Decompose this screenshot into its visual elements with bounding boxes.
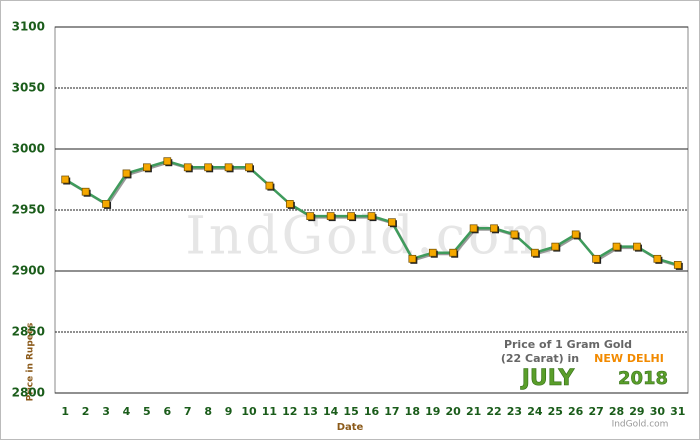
marker	[510, 230, 519, 239]
marker	[653, 254, 662, 263]
y-tick-label: 3000	[12, 142, 45, 156]
marker	[490, 224, 498, 233]
marker	[367, 212, 376, 220]
x-tick-label: 8	[204, 405, 212, 418]
y-tick-label: 3100	[12, 20, 45, 34]
x-tick-label: 28	[609, 405, 624, 418]
x-tick-label: 25	[548, 405, 563, 418]
marker	[449, 248, 458, 257]
x-tick-label: 6	[163, 405, 171, 418]
x-tick-label: 3	[102, 405, 110, 418]
x-tick-label: 18	[405, 405, 420, 418]
x-tick-label: 23	[507, 405, 522, 418]
annotation-line: Price of 1 Gram Gold	[504, 338, 632, 351]
x-tick-label: 20	[446, 405, 462, 418]
x-tick-label: 4	[123, 405, 131, 418]
x-tick-label: 21	[466, 405, 481, 418]
x-tick-label: 27	[588, 405, 603, 418]
marker	[592, 254, 600, 263]
marker	[571, 230, 580, 239]
y-tick-label: 2850	[12, 325, 45, 339]
marker	[469, 224, 478, 233]
marker	[61, 175, 70, 184]
x-tick-label: 30	[650, 405, 666, 418]
x-tick-label: 19	[425, 405, 440, 418]
x-tick-label: 7	[184, 405, 192, 418]
x-tick-label: 11	[262, 405, 277, 418]
y-tick-label: 3050	[12, 81, 45, 95]
x-tick-label: 5	[143, 405, 151, 418]
marker	[326, 212, 335, 220]
y-axis-label: Price in Rupees	[26, 323, 36, 402]
y-tick-label: 2800	[12, 386, 45, 400]
x-tick-label: 26	[568, 405, 584, 418]
marker	[633, 242, 641, 251]
x-tick-label: 14	[323, 405, 339, 418]
x-tick-label: 2	[82, 405, 90, 418]
x-tick-label: 16	[364, 405, 380, 418]
marker	[122, 169, 131, 178]
annotation-site: IndGold.com	[612, 420, 669, 430]
marker	[408, 254, 417, 263]
marker	[102, 200, 110, 208]
annotation-year: 2018	[618, 368, 668, 389]
annotation-line: (22 Carat) in	[501, 352, 579, 365]
x-tick-label: 10	[241, 405, 257, 418]
marker	[612, 242, 621, 251]
annotation-city: NEW DELHI	[594, 352, 664, 365]
x-axis-label: Date	[337, 422, 364, 433]
x-tick-label: 15	[343, 405, 358, 418]
x-tick-label: 1	[61, 405, 69, 418]
x-tick-label: 31	[670, 405, 685, 418]
marker	[143, 163, 151, 172]
marker	[428, 248, 437, 257]
y-tick-label: 2900	[12, 264, 45, 278]
x-tick-label: 13	[303, 405, 318, 418]
marker	[673, 261, 682, 269]
marker	[183, 163, 192, 172]
x-tick-label: 17	[384, 405, 399, 418]
x-tick-label: 24	[527, 405, 543, 418]
marker	[285, 200, 294, 208]
marker	[306, 212, 315, 220]
annotation: Price of 1 Gram Gold (22 Carat) in NEW D…	[501, 338, 669, 430]
marker	[388, 218, 396, 227]
marker	[224, 163, 233, 172]
annotation-month: JULY	[520, 366, 576, 391]
x-tick-label: 12	[282, 405, 297, 418]
x-tick-label: 29	[629, 405, 644, 418]
x-tick-label: 22	[486, 405, 501, 418]
marker	[245, 163, 253, 172]
marker	[265, 181, 274, 190]
marker	[81, 187, 90, 196]
marker	[551, 242, 560, 251]
x-tick-label: 9	[225, 405, 233, 418]
marker	[163, 157, 172, 166]
marker	[347, 212, 355, 220]
y-tick-label: 2950	[12, 203, 45, 217]
marker	[531, 248, 539, 257]
marker	[204, 163, 212, 172]
